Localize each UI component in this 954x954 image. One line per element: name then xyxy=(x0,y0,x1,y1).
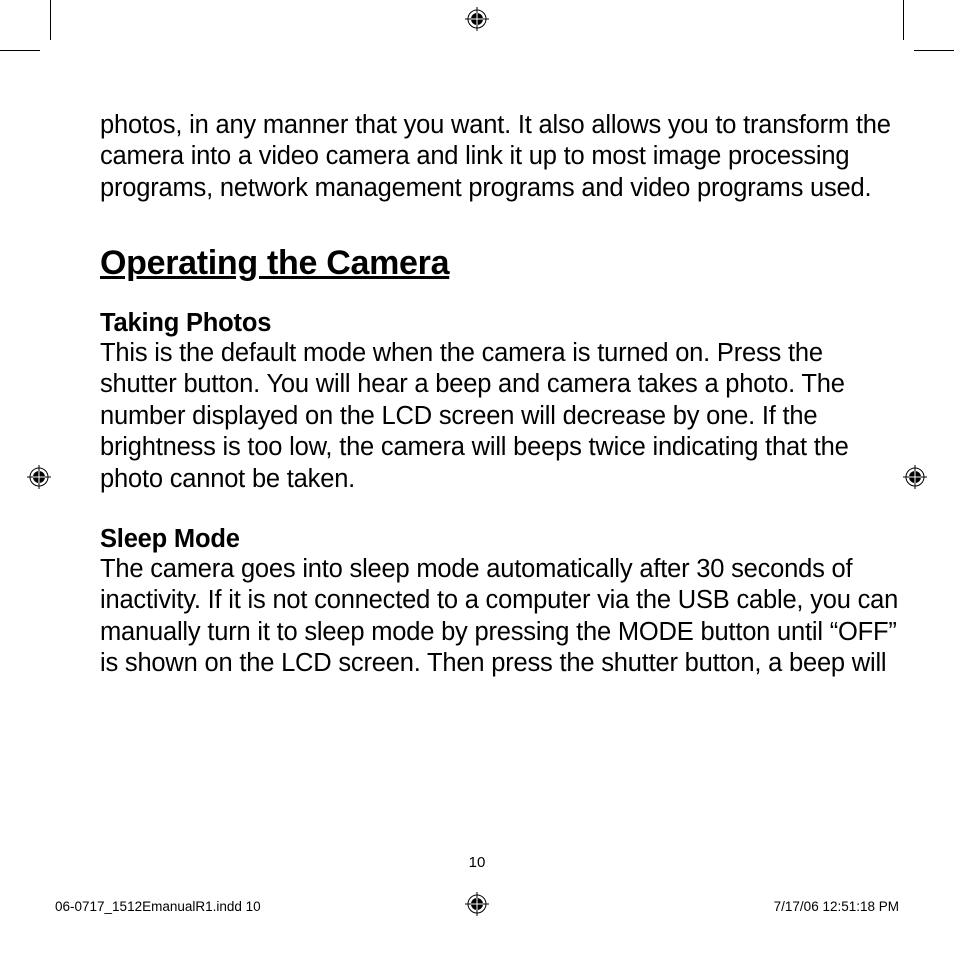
page-content: photos, in any manner that you want. It … xyxy=(100,110,899,709)
intro-paragraph: photos, in any manner that you want. It … xyxy=(100,110,899,204)
print-footer: 06-0717_1512EmanualR1.indd 10 7/17/06 12… xyxy=(55,899,899,914)
subheading: Taking Photos xyxy=(100,309,899,338)
registration-mark-icon xyxy=(903,465,927,489)
crop-mark xyxy=(50,0,51,40)
main-heading: Operating the Camera xyxy=(100,244,899,283)
registration-mark-icon xyxy=(27,465,51,489)
crop-mark xyxy=(914,50,954,51)
section-sleep-mode: Sleep Mode The camera goes into sleep mo… xyxy=(100,525,899,679)
subheading: Sleep Mode xyxy=(100,525,899,554)
registration-mark-icon xyxy=(465,7,489,31)
crop-mark xyxy=(0,50,40,51)
section-body: The camera goes into sleep mode automati… xyxy=(100,554,899,679)
crop-mark xyxy=(903,0,904,40)
section-body: This is the default mode when the camera… xyxy=(100,338,899,495)
footer-filename: 06-0717_1512EmanualR1.indd 10 xyxy=(55,899,261,914)
page-number: 10 xyxy=(0,854,954,871)
footer-timestamp: 7/17/06 12:51:18 PM xyxy=(774,899,899,914)
section-taking-photos: Taking Photos This is the default mode w… xyxy=(100,309,899,495)
